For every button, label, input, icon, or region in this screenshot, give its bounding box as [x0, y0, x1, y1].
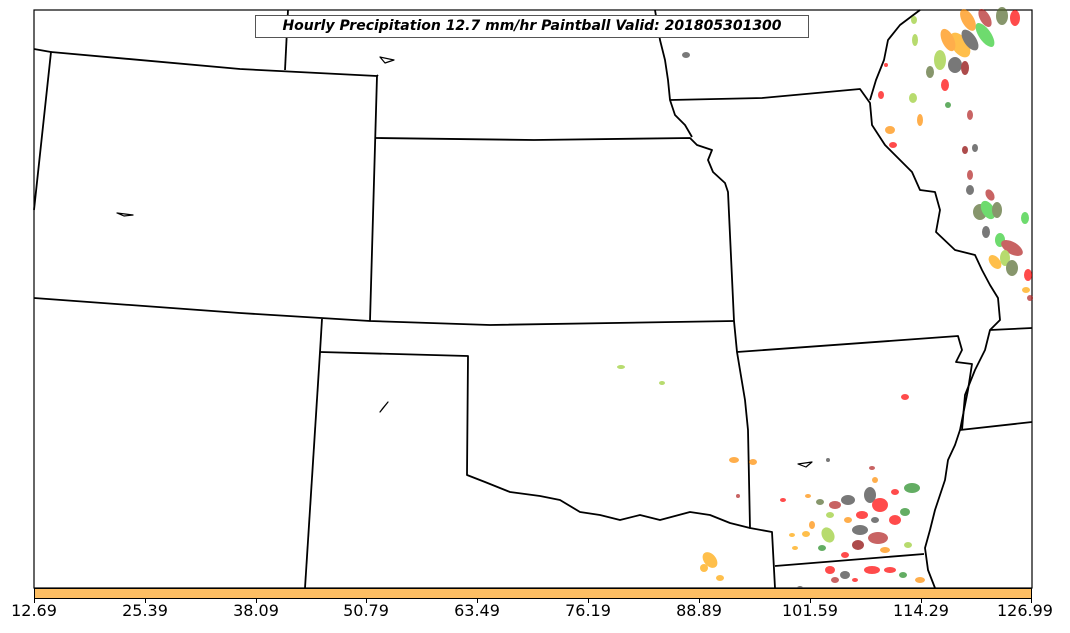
colorbar-tick-mark	[366, 599, 367, 603]
colorbar-tick-label: 38.09	[233, 601, 279, 620]
colorbar	[34, 588, 1032, 599]
colorbar-tick-label: 25.39	[122, 601, 168, 620]
colorbar-tick-mark	[145, 599, 146, 603]
colorbar-ticks: 12.69 25.39 38.09 50.79 63.49 76.19 88.8…	[0, 599, 1070, 633]
colorbar-tick-label: 88.89	[676, 601, 722, 620]
state-boundaries	[33, 9, 1033, 589]
colorbar-tick-label: 126.99	[997, 601, 1053, 620]
colorbar-tick-label: 76.19	[565, 601, 611, 620]
colorbar-tick-mark	[699, 599, 700, 603]
colorbar-tick-mark	[477, 599, 478, 603]
colorbar-tick-mark	[810, 599, 811, 603]
colorbar-tick-label: 101.59	[782, 601, 838, 620]
colorbar-tick-mark	[588, 599, 589, 603]
colorbar-tick-mark	[34, 599, 35, 603]
colorbar-tick-mark	[921, 599, 922, 603]
colorbar-tick-mark	[256, 599, 257, 603]
precip-blobs-northeast	[682, 7, 1033, 301]
colorbar-tick-label: 12.69	[11, 601, 57, 620]
colorbar-tick-label: 50.79	[343, 601, 389, 620]
map-title: Hourly Precipitation 12.7 mm/hr Paintbal…	[255, 15, 809, 38]
precip-blobs-south	[617, 365, 925, 590]
colorbar-tick-mark	[1031, 599, 1032, 603]
colorbar-tick-label: 114.29	[893, 601, 949, 620]
colorbar-tick-label: 63.49	[454, 601, 500, 620]
